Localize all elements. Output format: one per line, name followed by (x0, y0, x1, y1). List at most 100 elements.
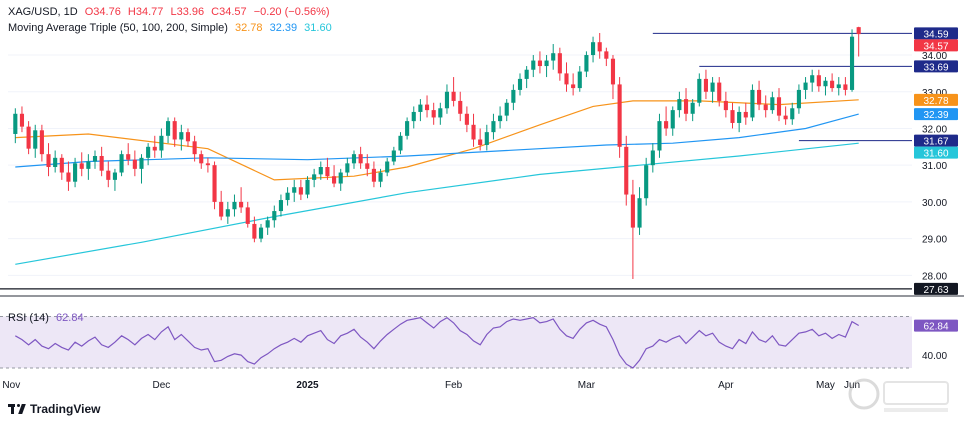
price-tick-label: 30.00 (922, 198, 947, 209)
candle-body (385, 161, 390, 173)
candle-body (265, 220, 270, 228)
candle-body (139, 157, 144, 169)
price-tick-label: 33.00 (922, 88, 947, 99)
candle-body (810, 75, 815, 83)
candle-body (498, 115, 503, 122)
candle-body (391, 150, 396, 162)
price-tick-label: 32.00 (922, 124, 947, 135)
candle-body (657, 121, 662, 151)
candle-body (285, 192, 290, 201)
candle-body (292, 187, 297, 193)
candle-body (703, 78, 709, 92)
candle-body (305, 179, 310, 195)
candle-body (776, 97, 782, 116)
candle-body (438, 108, 443, 118)
candle-body (212, 165, 217, 202)
candle-body (624, 146, 629, 195)
candle-body (823, 80, 828, 87)
candle-body (471, 124, 476, 140)
candle-body (650, 150, 655, 166)
candle-body (59, 157, 64, 173)
candle-body (398, 135, 403, 151)
price-tick-label: 28.00 (922, 271, 947, 282)
ma200-value: 31.60 (304, 22, 332, 34)
price-tick-label: 34.00 (922, 51, 947, 62)
rsi-name: RSI (14) (8, 312, 49, 324)
price-badge-label: 34.57 (923, 41, 948, 52)
candle-body (803, 82, 808, 90)
price-axis: 34.00 33.00 32.00 31.00 30.00 29.00 28.00 40.00 (922, 51, 947, 362)
tradingview-label: TradingView (30, 402, 101, 416)
candle-body (843, 84, 848, 90)
candle-body (524, 69, 529, 79)
ma-line-ma200 (15, 142, 859, 265)
candle-body (126, 154, 131, 160)
ma-legend: Moving Average Triple (50, 100, 200, Sim… (8, 22, 336, 34)
tradingview-logo[interactable]: TradingView (8, 402, 100, 416)
candle-body (610, 58, 616, 85)
candle-body (278, 200, 284, 212)
candle-body (604, 51, 609, 59)
candle-body (757, 89, 762, 105)
candle-body (26, 126, 31, 149)
price-badge-label: 62.84 (923, 322, 948, 333)
close-value: C34.57 (211, 6, 247, 18)
candle-body (743, 111, 748, 118)
candle-body (298, 187, 303, 195)
candle-body (544, 60, 549, 67)
candle-body (338, 172, 343, 184)
candle-body (112, 172, 117, 180)
candle-body (590, 42, 596, 56)
candle-body (33, 130, 38, 149)
candle-body (92, 156, 98, 162)
candle-body (365, 163, 370, 169)
candle-body (53, 157, 58, 168)
candle-body (431, 110, 436, 118)
candle-body (66, 172, 71, 182)
candle-body (73, 163, 78, 182)
candle-body (664, 121, 669, 129)
candle-body (86, 161, 91, 169)
candle-body (418, 104, 423, 112)
price-badge-label: 32.78 (923, 96, 948, 107)
candle-body (371, 168, 376, 182)
candle-body (132, 159, 137, 169)
candle-body (179, 132, 184, 140)
candle-body (46, 154, 51, 168)
candle-body (219, 201, 224, 217)
candle-body (517, 78, 523, 90)
time-tick-label: Apr (718, 380, 734, 391)
candle-body (424, 104, 430, 111)
candle-body (239, 201, 244, 208)
candle-body (185, 132, 191, 142)
candle-body (723, 100, 728, 111)
candle-body (697, 78, 702, 103)
ma-indicator-name: Moving Average Triple (50, 100, 200, Sim… (8, 22, 228, 34)
candle-body (79, 163, 84, 169)
candle-body (557, 53, 562, 74)
candle-body (451, 91, 456, 101)
price-badge (914, 134, 958, 147)
candle-body (225, 209, 230, 217)
price-badge (914, 39, 958, 52)
high-value: H34.77 (127, 6, 164, 18)
price-badge-label: 34.59 (923, 29, 948, 40)
time-tick-label: Nov (2, 380, 20, 391)
candle-body (750, 89, 755, 118)
ma50-value: 32.78 (234, 22, 263, 34)
candle-body (796, 89, 801, 109)
price-badge-label: 33.69 (923, 62, 948, 73)
candle-body (245, 207, 250, 224)
candle-body (571, 84, 576, 89)
time-tick-label: 2025 (296, 380, 319, 391)
candle-body (159, 135, 164, 151)
candle-body (444, 91, 450, 109)
candles-layer (13, 26, 861, 279)
candle-body (790, 108, 795, 120)
candle-body (763, 104, 768, 111)
price-tick-label: 31.00 (922, 161, 947, 172)
candle-body (730, 110, 735, 123)
candle-body (272, 211, 277, 221)
symbol-legend: XAG/USD, 1D O34.76 H34.77 L33.96 C34.57 … (8, 6, 334, 18)
